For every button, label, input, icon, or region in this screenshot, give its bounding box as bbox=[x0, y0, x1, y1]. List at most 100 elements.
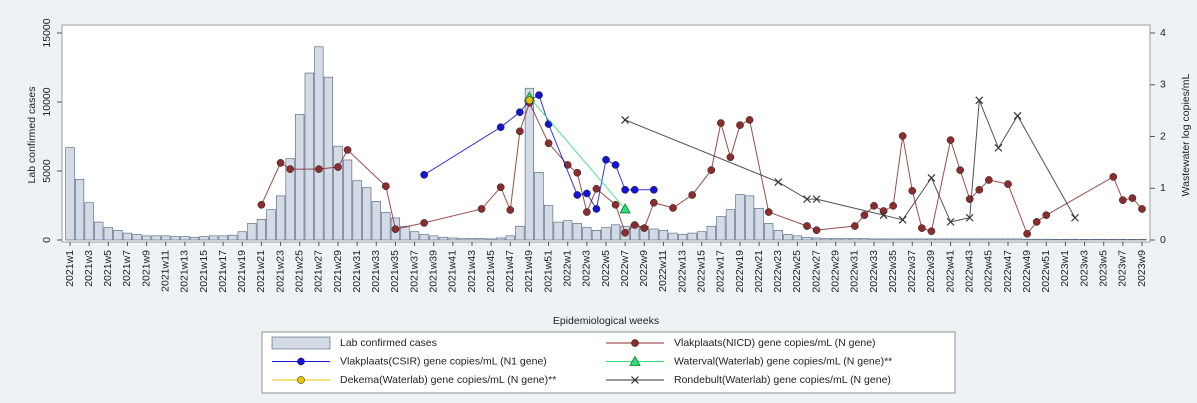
point bbox=[535, 91, 543, 99]
point bbox=[975, 185, 984, 194]
point bbox=[965, 213, 974, 222]
y-tick-label: 10000 bbox=[41, 87, 53, 116]
connector bbox=[902, 177, 932, 221]
x-tick-label: 2022w43 bbox=[963, 250, 975, 293]
bar bbox=[697, 231, 707, 241]
bar bbox=[161, 235, 171, 241]
bar bbox=[1089, 239, 1099, 241]
connector bbox=[576, 172, 588, 213]
x-tick-label: 2021w31 bbox=[351, 250, 363, 293]
bar bbox=[993, 238, 1004, 241]
legend-marker bbox=[631, 376, 639, 384]
legend-marker bbox=[297, 357, 305, 366]
bar bbox=[563, 220, 573, 241]
point bbox=[1071, 213, 1079, 222]
x-tick-label: 2022w39 bbox=[925, 250, 937, 293]
x-tick-label: 2021w17 bbox=[217, 250, 229, 293]
bar bbox=[295, 114, 305, 241]
x-tick-label: 2021w27 bbox=[313, 250, 325, 293]
point bbox=[621, 185, 629, 194]
x-tick-label: 2021w7 bbox=[121, 250, 133, 287]
legend-label: Waterval(Waterlab) gene copies/mL (N gen… bbox=[674, 355, 892, 367]
point bbox=[573, 191, 582, 199]
point bbox=[688, 191, 696, 199]
bar bbox=[467, 238, 477, 241]
connector bbox=[624, 119, 779, 183]
bar bbox=[419, 234, 429, 241]
connector bbox=[1017, 115, 1076, 218]
bar bbox=[534, 172, 544, 241]
connector bbox=[729, 124, 741, 158]
x-tick-label: 2022w9 bbox=[638, 250, 650, 287]
bar bbox=[1032, 238, 1042, 241]
point bbox=[860, 211, 869, 220]
connector bbox=[978, 100, 999, 149]
point bbox=[650, 198, 658, 207]
point bbox=[975, 96, 984, 105]
bar bbox=[352, 180, 362, 241]
x-tick-label: 2023w9 bbox=[1136, 250, 1148, 287]
point bbox=[583, 189, 591, 198]
bar bbox=[831, 238, 841, 241]
x-tick-label: 2021w15 bbox=[198, 250, 210, 293]
point bbox=[1128, 194, 1137, 202]
connector bbox=[930, 140, 952, 232]
connector bbox=[395, 222, 425, 230]
bar bbox=[543, 205, 554, 241]
y2-tick-label: 1 bbox=[1160, 182, 1166, 194]
bar bbox=[323, 76, 334, 241]
bar bbox=[228, 234, 238, 241]
point bbox=[956, 166, 964, 174]
bar bbox=[725, 209, 736, 241]
bar bbox=[802, 236, 812, 241]
bar bbox=[1070, 239, 1080, 241]
point bbox=[1138, 205, 1146, 213]
bar bbox=[649, 228, 659, 241]
x-tick-label: 2022w1 bbox=[561, 250, 573, 287]
point bbox=[918, 224, 926, 232]
plot-area bbox=[61, 24, 1151, 243]
connector bbox=[720, 122, 731, 158]
bar bbox=[945, 238, 956, 241]
point bbox=[927, 227, 936, 236]
bar bbox=[180, 236, 190, 241]
bar bbox=[314, 46, 324, 241]
bar bbox=[486, 238, 496, 241]
bar bbox=[1108, 239, 1118, 241]
connector bbox=[1046, 176, 1114, 216]
bar bbox=[1041, 238, 1051, 241]
point bbox=[736, 121, 744, 129]
point bbox=[544, 139, 553, 148]
point bbox=[420, 219, 428, 227]
bar bbox=[850, 238, 860, 241]
x-tick-label: 2023w1 bbox=[1059, 250, 1071, 287]
x-tick-label: 2022w37 bbox=[906, 250, 918, 293]
bar bbox=[668, 232, 678, 241]
connector bbox=[423, 126, 501, 176]
connector bbox=[930, 177, 952, 223]
x-tick-label: 2022w17 bbox=[715, 250, 727, 293]
connector bbox=[385, 186, 396, 230]
bar bbox=[1079, 239, 1090, 241]
bar bbox=[582, 227, 592, 241]
bar bbox=[840, 238, 850, 241]
point bbox=[812, 226, 821, 235]
point bbox=[803, 195, 811, 204]
connector bbox=[969, 100, 980, 218]
x-tick-label: 2022w49 bbox=[1021, 250, 1033, 293]
x-tick-label: 2022w35 bbox=[887, 250, 899, 293]
point bbox=[420, 170, 428, 179]
bar bbox=[515, 225, 525, 241]
bar bbox=[610, 224, 621, 241]
x-tick-label: 2022w31 bbox=[849, 250, 861, 293]
bar bbox=[94, 221, 104, 241]
bar bbox=[687, 232, 697, 241]
x-tick-label: 2022w51 bbox=[1040, 250, 1052, 293]
bar bbox=[811, 237, 822, 241]
x-tick-label: 2022w23 bbox=[772, 250, 784, 293]
x-tick-label: 2022w27 bbox=[810, 250, 822, 293]
connector bbox=[892, 135, 904, 206]
point bbox=[870, 201, 878, 210]
bar bbox=[74, 178, 85, 241]
x-tick-label: 2022w13 bbox=[676, 250, 688, 293]
